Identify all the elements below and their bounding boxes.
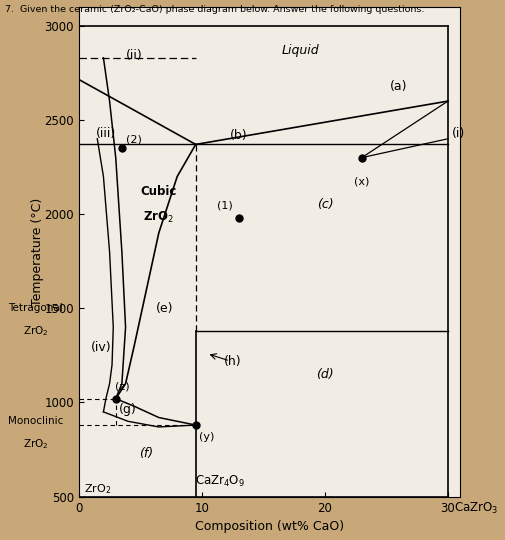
Text: (h): (h) xyxy=(224,355,241,368)
Text: (2): (2) xyxy=(126,134,141,144)
Text: CaZr$_4$O$_9$: CaZr$_4$O$_9$ xyxy=(195,474,245,489)
Text: (y): (y) xyxy=(199,431,215,442)
Text: (z): (z) xyxy=(115,381,129,391)
Text: (x): (x) xyxy=(354,177,370,186)
Text: (d): (d) xyxy=(316,368,334,381)
Text: ZrO$_2$: ZrO$_2$ xyxy=(84,482,111,496)
Text: (i): (i) xyxy=(451,127,465,140)
Text: Cubic: Cubic xyxy=(140,185,177,198)
Text: (g): (g) xyxy=(119,402,137,416)
Text: ZrO$_2$: ZrO$_2$ xyxy=(23,437,48,451)
Text: (e): (e) xyxy=(156,302,174,315)
Text: (b): (b) xyxy=(230,129,247,141)
Text: (iv): (iv) xyxy=(91,341,111,354)
Text: (1): (1) xyxy=(217,200,233,211)
Text: (c): (c) xyxy=(317,198,333,211)
Text: 7.  Given the ceramic (ZrO₂-CaO) phase diagram below. Answer the following quest: 7. Given the ceramic (ZrO₂-CaO) phase di… xyxy=(5,5,425,15)
Text: Monoclinic: Monoclinic xyxy=(8,416,64,426)
Text: Liquid: Liquid xyxy=(281,44,319,57)
Text: (a): (a) xyxy=(390,79,408,92)
Text: ZrO$_2$: ZrO$_2$ xyxy=(23,324,48,338)
Text: Tetragonal: Tetragonal xyxy=(9,303,63,313)
Text: CaZrO$_3$: CaZrO$_3$ xyxy=(454,501,498,516)
Text: ZrO$_2$: ZrO$_2$ xyxy=(143,211,174,225)
Text: (ii): (ii) xyxy=(126,50,142,63)
Y-axis label: Temperature (°C): Temperature (°C) xyxy=(31,198,44,306)
Text: (f): (f) xyxy=(139,447,154,460)
X-axis label: Composition (wt% CaO): Composition (wt% CaO) xyxy=(195,520,344,533)
Text: (iii): (iii) xyxy=(96,127,116,140)
